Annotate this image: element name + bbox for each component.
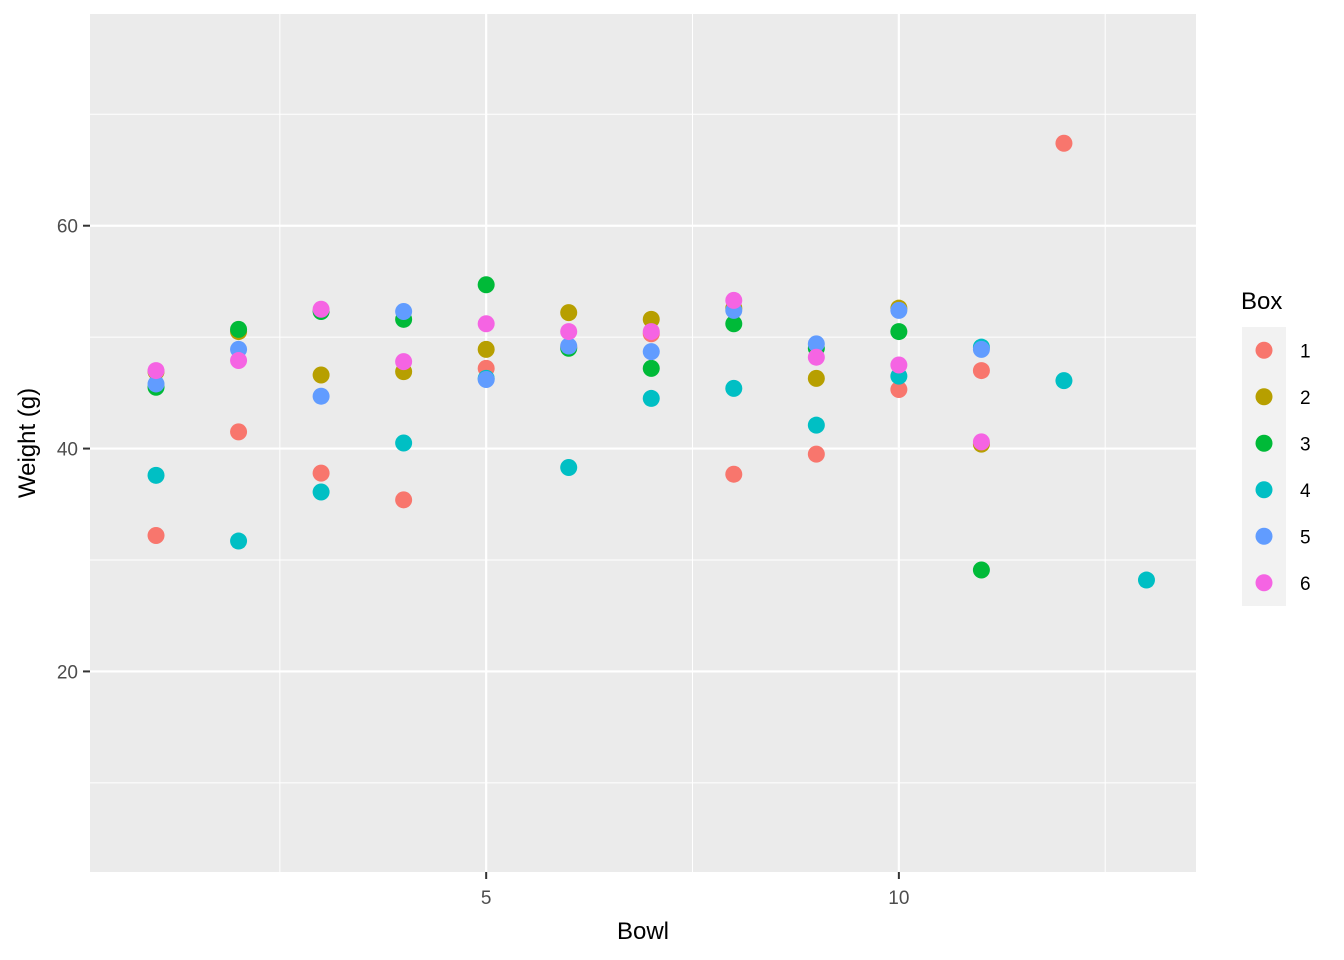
x-tick-label: 10 xyxy=(888,888,909,909)
legend-label-1: 1 xyxy=(1300,341,1311,362)
data-point-box-2 xyxy=(642,310,660,328)
data-point-box-1 xyxy=(972,362,990,380)
data-point-box-6 xyxy=(725,291,743,309)
data-point-box-3 xyxy=(230,320,248,338)
data-point-box-1 xyxy=(395,491,413,509)
legend-keys-background xyxy=(1242,327,1286,606)
legend-key-3 xyxy=(1255,434,1273,452)
data-point-box-5 xyxy=(642,343,660,361)
data-point-box-5 xyxy=(312,387,330,405)
data-point-box-1 xyxy=(890,381,908,399)
data-point-box-1 xyxy=(1055,134,1073,152)
legend-key-2 xyxy=(1255,388,1273,406)
legend-label-2: 2 xyxy=(1300,388,1311,409)
data-point-box-6 xyxy=(477,315,495,333)
y-tick-labels: 20 40 60 xyxy=(57,217,78,684)
data-point-box-2 xyxy=(312,366,330,384)
data-point-box-3 xyxy=(725,315,743,333)
data-point-box-1 xyxy=(147,526,165,544)
data-point-box-4 xyxy=(642,389,660,407)
x-tick-label: 5 xyxy=(481,888,492,909)
plot-panel xyxy=(90,14,1196,872)
data-point-box-5 xyxy=(477,370,495,388)
data-point-box-5 xyxy=(890,301,908,319)
data-point-box-5 xyxy=(147,375,165,393)
data-point-box-4 xyxy=(1055,372,1073,390)
legend-label-3: 3 xyxy=(1300,434,1311,455)
data-point-box-2 xyxy=(560,304,578,322)
data-point-box-4 xyxy=(807,416,825,434)
data-point-box-4 xyxy=(1137,571,1155,589)
legend-key-4 xyxy=(1255,481,1273,499)
data-point-box-6 xyxy=(890,356,908,374)
data-point-box-3 xyxy=(642,359,660,377)
data-point-box-6 xyxy=(312,300,330,318)
axis-ticks xyxy=(83,224,900,879)
legend-label-4: 4 xyxy=(1300,481,1311,502)
data-point-box-5 xyxy=(560,337,578,355)
data-point-box-3 xyxy=(477,276,495,294)
data-point-box-4 xyxy=(560,459,578,477)
x-tick-labels: 5 10 xyxy=(481,888,910,909)
data-point-box-2 xyxy=(807,369,825,387)
data-point-box-4 xyxy=(725,379,743,397)
legend-key-5 xyxy=(1255,527,1273,545)
data-point-box-3 xyxy=(972,561,990,579)
major-gridlines xyxy=(90,14,1196,872)
data-points xyxy=(147,134,1155,589)
legend-label-5: 5 xyxy=(1300,527,1311,548)
data-point-box-6 xyxy=(395,353,413,371)
data-point-box-6 xyxy=(972,433,990,451)
y-axis-title: Weight (g) xyxy=(14,388,41,498)
y-tick-label: 20 xyxy=(57,662,78,683)
data-point-box-4 xyxy=(230,532,248,550)
legend-title: Box xyxy=(1241,288,1282,315)
data-point-box-5 xyxy=(807,335,825,353)
y-tick-label: 60 xyxy=(57,217,78,238)
data-point-box-4 xyxy=(312,483,330,501)
data-point-box-6 xyxy=(642,323,660,341)
legend-label-6: 6 xyxy=(1300,574,1311,595)
legend-items: 1 2 3 4 5 6 xyxy=(1255,341,1311,595)
data-point-box-6 xyxy=(807,348,825,366)
data-point-box-1 xyxy=(312,464,330,482)
data-point-box-4 xyxy=(395,434,413,452)
data-point-box-2 xyxy=(477,340,495,358)
x-axis-title: Bowl xyxy=(617,918,669,945)
y-tick-label: 40 xyxy=(57,440,78,461)
legend: Box 1 2 3 4 5 6 xyxy=(1241,288,1311,606)
data-point-box-5 xyxy=(972,340,990,358)
legend-key-6 xyxy=(1255,574,1273,592)
data-point-box-1 xyxy=(807,445,825,463)
data-point-box-5 xyxy=(395,303,413,321)
data-point-box-4 xyxy=(147,466,165,484)
data-point-box-6 xyxy=(230,352,248,370)
legend-key-1 xyxy=(1255,341,1273,359)
data-point-box-3 xyxy=(890,323,908,341)
data-point-box-6 xyxy=(147,362,165,380)
data-point-box-1 xyxy=(725,465,743,483)
data-point-box-6 xyxy=(560,323,578,341)
data-point-box-1 xyxy=(230,423,248,441)
minor-gridlines xyxy=(90,14,1196,872)
